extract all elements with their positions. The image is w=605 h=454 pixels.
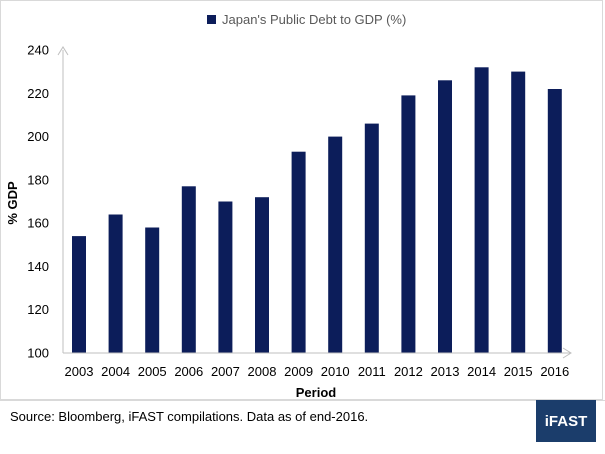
bar-2016	[547, 89, 562, 353]
x-tick-label: 2012	[394, 364, 423, 379]
legend-swatch	[207, 15, 216, 24]
y-axis-title: % GDP	[5, 181, 20, 225]
x-axis-arrow	[562, 347, 572, 359]
bar-2011	[364, 123, 379, 353]
y-tick-label: 220	[27, 86, 49, 101]
x-tick-label: 2007	[211, 364, 240, 379]
legend: Japan's Public Debt to GDP (%)	[207, 12, 406, 27]
y-tick-label: 240	[27, 43, 49, 58]
x-tick-labels: 2003 2004 2005 2006 2007 2008 2009 2010 2011 2012…	[65, 364, 570, 379]
bar-2008	[255, 197, 269, 353]
y-tick-label: 100	[27, 346, 49, 361]
x-tick-label: 2013	[431, 364, 460, 379]
bar-2005	[145, 227, 160, 353]
y-axis-arrow	[57, 46, 69, 56]
y-tick-label: 160	[27, 216, 49, 231]
footer-divider	[0, 400, 605, 401]
y-tick-label: 180	[27, 172, 49, 187]
x-tick-label: 2006	[174, 364, 203, 379]
brand-logo: iFAST	[536, 400, 596, 442]
bar-2015	[511, 71, 526, 353]
bar-2003	[72, 236, 86, 353]
x-tick-label: 2003	[65, 364, 94, 379]
x-tick-label: 2009	[284, 364, 313, 379]
footer: Source: Bloomberg, iFAST compilations. D…	[0, 400, 605, 454]
y-tick-label: 120	[27, 302, 49, 317]
x-tick-label: 2004	[101, 364, 130, 379]
bar-2006	[181, 186, 196, 353]
x-tick-label: 2008	[248, 364, 277, 379]
source-note: Source: Bloomberg, iFAST compilations. D…	[10, 409, 369, 424]
bar-chart: Japan's Public Debt to GDP (%) % GDP Per…	[5, 12, 572, 400]
y-tick-label: 200	[27, 129, 49, 144]
bar-2007	[218, 201, 233, 353]
bar-2013	[438, 80, 452, 354]
x-tick-label: 2010	[321, 364, 350, 379]
bar-2010	[328, 136, 343, 353]
bar-2012	[401, 95, 416, 354]
y-tick-labels: 100 120 140 160 180 200 220 240	[27, 43, 49, 361]
x-tick-label: 2005	[138, 364, 167, 379]
bar-2009	[291, 151, 306, 353]
chart-frame	[0, 0, 603, 400]
axes	[57, 46, 572, 359]
x-axis-title: Period	[296, 385, 337, 400]
legend-label: Japan's Public Debt to GDP (%)	[222, 12, 406, 27]
y-tick-label: 140	[27, 259, 49, 274]
bar-2004	[108, 214, 123, 353]
x-tick-label: 2011	[358, 364, 386, 379]
bar-2014	[474, 67, 489, 354]
bars	[72, 67, 562, 354]
x-tick-label: 2016	[540, 364, 569, 379]
x-tick-label: 2014	[467, 364, 496, 379]
x-tick-label: 2015	[504, 364, 533, 379]
